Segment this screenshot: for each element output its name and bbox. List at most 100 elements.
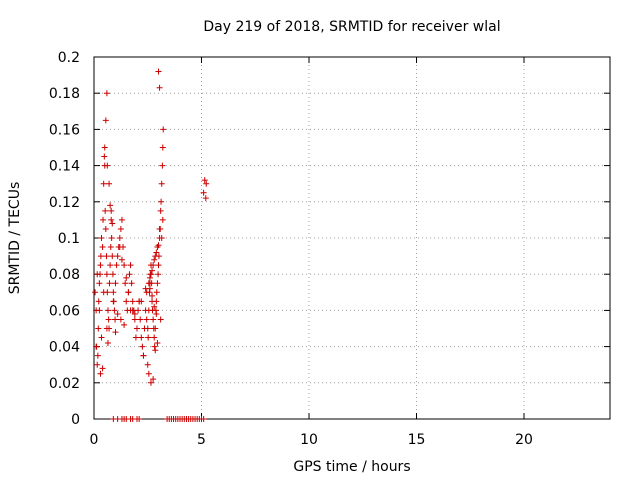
data-point <box>118 216 125 223</box>
data-point <box>112 280 119 287</box>
y-tick-label: 0.14 <box>49 159 80 175</box>
y-tick-label: 0.16 <box>49 122 80 138</box>
data-point <box>158 198 165 205</box>
y-tick-label: 0.1 <box>58 231 80 247</box>
data-point <box>95 298 102 305</box>
data-point <box>145 280 152 287</box>
data-point <box>113 262 120 269</box>
data-point <box>112 316 119 323</box>
data-point <box>107 244 114 251</box>
plot-frame <box>93 56 611 420</box>
data-point <box>131 316 138 323</box>
data-point <box>108 207 115 214</box>
data-point <box>103 90 110 97</box>
data-point <box>98 235 105 241</box>
data-point <box>121 262 128 269</box>
data-point <box>108 235 115 241</box>
y-tick-label: 0.04 <box>49 340 80 356</box>
axis-ticks <box>93 56 610 420</box>
data-point <box>153 249 160 256</box>
data-point <box>102 117 109 124</box>
data-point <box>99 244 106 251</box>
data-point <box>142 285 149 292</box>
data-point <box>103 325 110 332</box>
grid-lines <box>94 57 610 419</box>
data-point <box>98 334 105 341</box>
data-point <box>154 280 161 287</box>
data-point <box>149 292 156 299</box>
data-point <box>151 303 158 310</box>
data-point <box>127 262 134 269</box>
data-point <box>200 416 207 422</box>
data-point <box>143 289 150 296</box>
x-tick-label: 10 <box>300 432 318 448</box>
x-tick-labels: 0 5 10 15 20 <box>90 432 533 448</box>
data-point <box>137 316 144 323</box>
data-point <box>154 244 161 251</box>
data-point <box>103 253 110 260</box>
data-point <box>128 280 135 287</box>
data-point <box>106 180 113 187</box>
data-point <box>118 256 125 263</box>
data-point <box>123 298 130 305</box>
data-point <box>110 289 117 296</box>
data-point <box>153 289 160 296</box>
data-point <box>117 316 124 323</box>
data-point <box>202 195 209 202</box>
data-point <box>97 253 104 260</box>
y-tick-label: 0.06 <box>49 303 80 319</box>
x-tick-label: 5 <box>197 432 206 448</box>
data-point <box>149 267 156 274</box>
data-point <box>116 244 123 251</box>
data-point <box>123 274 130 281</box>
data-point <box>159 216 166 223</box>
x-tick-label: 15 <box>408 432 426 448</box>
data-point <box>159 144 166 151</box>
data-point <box>151 256 158 263</box>
data-point <box>154 339 161 346</box>
data-point <box>145 370 152 377</box>
data-point <box>152 347 159 354</box>
data-point <box>150 376 157 383</box>
data-point <box>112 329 119 336</box>
data-point <box>152 325 159 332</box>
data-point <box>150 316 157 323</box>
data-point <box>159 162 166 169</box>
data-point <box>200 189 207 196</box>
data-point <box>201 177 208 184</box>
data-point <box>155 271 162 278</box>
data-point <box>144 361 151 368</box>
data-point <box>107 262 114 269</box>
data-point <box>110 416 117 422</box>
data-point <box>155 68 162 75</box>
data-point <box>96 307 103 314</box>
data-point <box>121 321 128 328</box>
data-point <box>139 343 146 350</box>
data-point <box>136 416 143 422</box>
data-point <box>93 343 100 350</box>
data-point <box>100 180 107 187</box>
data-points <box>92 68 210 422</box>
data-point <box>105 316 112 323</box>
data-point <box>109 271 116 278</box>
data-point <box>135 307 142 314</box>
data-point <box>106 280 113 287</box>
data-point <box>138 298 145 305</box>
data-point <box>138 334 145 341</box>
data-point <box>155 262 162 269</box>
data-point <box>143 316 150 323</box>
data-point <box>103 271 110 278</box>
data-point <box>145 334 152 341</box>
data-point <box>104 162 111 169</box>
y-tick-label: 0.08 <box>49 267 80 283</box>
y-tick-labels: 0 0.02 0.04 0.06 0.08 0.1 0.12 0.14 0.16 0.18 0.2 <box>49 50 80 428</box>
data-point <box>95 325 102 332</box>
y-tick-label: 0.02 <box>49 376 80 392</box>
data-point <box>152 253 159 260</box>
data-point <box>116 235 123 241</box>
data-point <box>97 262 104 269</box>
data-point <box>140 352 147 359</box>
data-point <box>114 311 121 318</box>
data-point <box>97 370 104 377</box>
data-point <box>127 416 134 422</box>
